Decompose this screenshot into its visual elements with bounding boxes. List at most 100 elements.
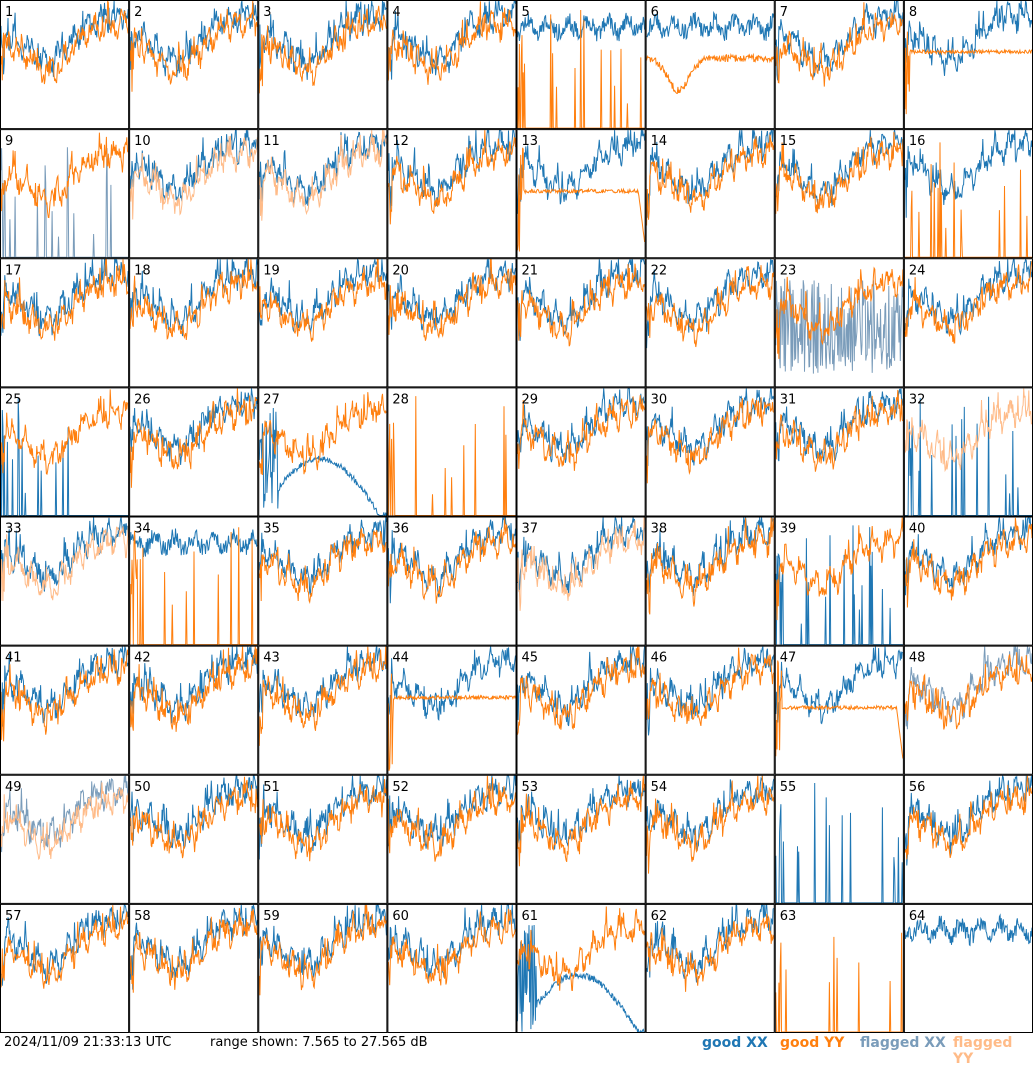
yy-series-19 [258, 258, 387, 342]
panel-label-46: 46 [651, 651, 668, 666]
yy-series-27 [258, 392, 387, 476]
panel-29: 29 [516, 387, 646, 517]
panel-13: 13 [516, 129, 646, 259]
panel-frame-59 [258, 903, 388, 1033]
panel-frame-29 [516, 387, 646, 517]
panel-label-53: 53 [522, 780, 539, 795]
xx-series-40 [904, 517, 1033, 596]
panel-frame-39 [774, 516, 904, 646]
panel-frame-52 [387, 774, 517, 904]
xx-series-52 [387, 775, 516, 849]
panel-label-37: 37 [522, 522, 539, 537]
legend-good-xx: good XX [702, 1035, 768, 1051]
panel-frame-25 [0, 387, 130, 517]
yy-series-56 [904, 775, 1033, 860]
yy-series-16 [904, 142, 1032, 258]
yy-series-9 [0, 132, 129, 219]
panel-30: 30 [645, 387, 775, 517]
panel-label-29: 29 [522, 392, 539, 407]
panel-frame-62 [645, 903, 775, 1033]
yy-series-2 [129, 0, 258, 92]
panel-label-34: 34 [134, 522, 151, 537]
panel-label-14: 14 [651, 134, 668, 149]
xx-series-50 [129, 775, 258, 849]
xx-series-60 [387, 904, 516, 980]
yy-series-11 [258, 130, 387, 221]
footer: 2024/11/09 21:33:13 UTC range shown: 7.5… [0, 1033, 1033, 1067]
yy-series-24 [904, 260, 1033, 344]
panel-57: 57 [0, 903, 130, 1033]
panel-frame-35 [258, 516, 388, 646]
panel-frame-33 [0, 516, 130, 646]
panel-label-18: 18 [134, 263, 151, 278]
panel-label-44: 44 [392, 651, 409, 666]
panel-frame-41 [0, 645, 130, 775]
panel-63: 63 [774, 903, 904, 1033]
yy-series-45 [517, 646, 646, 735]
yy-series-46 [646, 647, 775, 727]
range-text: range shown: 7.565 to 27.565 dB [210, 1035, 428, 1050]
panel-frame-2 [129, 0, 259, 130]
panel-frame-13 [516, 129, 646, 259]
panel-32: 32 [903, 387, 1033, 517]
panel-36: 36 [387, 516, 517, 646]
yy-series-31 [775, 389, 904, 472]
panel-label-35: 35 [263, 522, 280, 537]
panel-6: 6 [645, 0, 775, 130]
panel-38: 38 [645, 516, 775, 646]
yy-series-25 [0, 389, 129, 475]
xx-series-51 [258, 774, 387, 860]
legend-good-xx-label: good XX [702, 1035, 768, 1051]
xx-series-27 [258, 407, 387, 516]
panel-frame-31 [774, 387, 904, 517]
timestamp: 2024/11/09 21:33:13 UTC [4, 1035, 172, 1050]
yy-series-15 [775, 131, 904, 214]
panel-label-36: 36 [392, 522, 409, 537]
panel-frame-10 [129, 129, 259, 259]
xx-series-13 [517, 130, 646, 214]
yy-series-3 [258, 5, 387, 94]
yy-series-13 [517, 147, 646, 252]
yy-series-34 [129, 527, 258, 646]
panel-label-11: 11 [263, 134, 280, 149]
panel-45: 45 [516, 645, 646, 775]
yy-series-52 [387, 775, 516, 862]
panel-frame-23 [774, 258, 904, 388]
panel-label-22: 22 [651, 263, 668, 278]
panel-label-26: 26 [134, 392, 151, 407]
xx-series-31 [775, 388, 904, 462]
panel-frame-22 [645, 258, 775, 388]
yy-series-14 [646, 134, 775, 226]
panel-31: 31 [774, 387, 904, 517]
panel-label-59: 59 [263, 909, 280, 924]
panel-frame-43 [258, 645, 388, 775]
xx-series-34 [129, 528, 258, 558]
yy-series-62 [646, 913, 775, 992]
panel-2: 2 [129, 0, 259, 130]
panel-frame-9 [0, 129, 130, 259]
panel-label-5: 5 [522, 5, 530, 20]
panel-frame-61 [516, 903, 646, 1033]
panel-frame-15 [774, 129, 904, 259]
panel-62: 62 [645, 903, 775, 1033]
panel-7: 7 [774, 0, 904, 130]
panel-label-6: 6 [651, 5, 659, 20]
panel-frame-5 [516, 0, 646, 130]
yy-series-35 [258, 528, 387, 604]
panel-51: 51 [258, 774, 388, 904]
panel-35: 35 [258, 516, 388, 646]
panel-47: 47 [774, 645, 904, 775]
panel-label-4: 4 [392, 5, 400, 20]
panel-frame-7 [774, 0, 904, 130]
xx-series-21 [517, 258, 646, 341]
panel-label-15: 15 [780, 134, 797, 149]
panel-frame-51 [258, 774, 388, 904]
panel-frame-27 [258, 387, 388, 517]
panel-label-43: 43 [263, 651, 280, 666]
yy-series-54 [646, 775, 775, 874]
yy-series-43 [258, 646, 387, 746]
panel-frame-17 [0, 258, 130, 388]
panel-frame-30 [645, 387, 775, 517]
panel-5: 5 [516, 0, 646, 130]
panel-label-19: 19 [263, 263, 280, 278]
